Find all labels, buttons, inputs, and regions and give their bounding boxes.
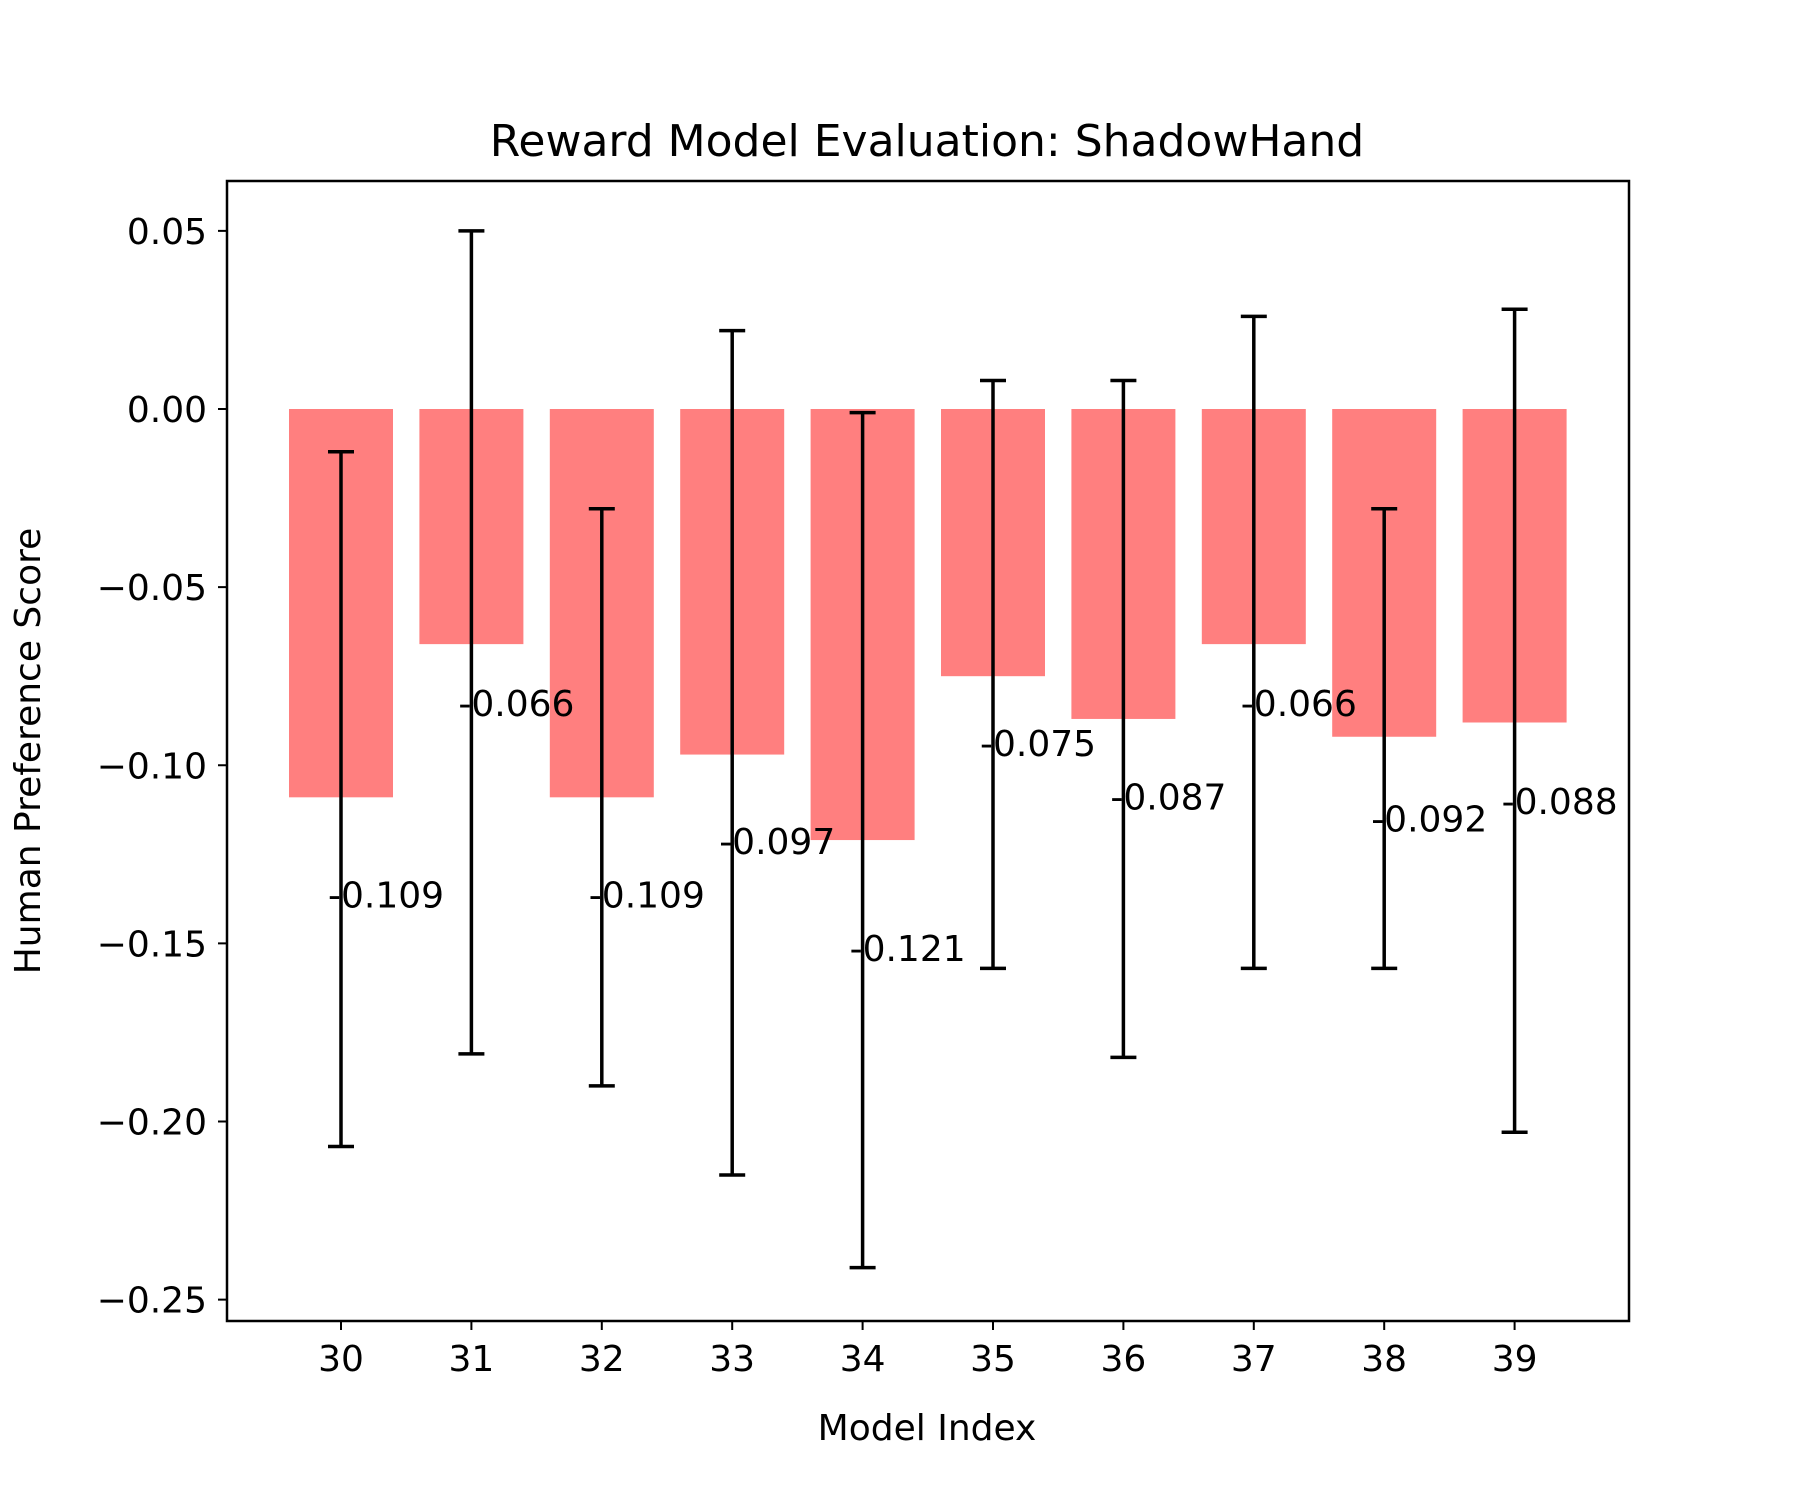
error-bars-layer — [328, 229, 1528, 1270]
error-bar-38 — [1371, 507, 1398, 971]
value-label-39: -0.088 — [1502, 782, 1618, 823]
x-tick-label-31: 31 — [448, 1339, 494, 1380]
error-bar-30 — [328, 450, 354, 1149]
x-tick-label-39: 39 — [1492, 1339, 1538, 1380]
x-tick-label-37: 37 — [1231, 1339, 1277, 1380]
y-axis-label: Human Preference Score — [8, 528, 49, 975]
x-tick-label-35: 35 — [970, 1339, 1016, 1380]
x-axis-label: Model Index — [818, 1408, 1037, 1449]
error-bar-36 — [1110, 378, 1137, 1060]
error-bar-34 — [849, 410, 876, 1270]
x-tick-label-32: 32 — [579, 1339, 625, 1380]
x-tick-label-33: 33 — [709, 1339, 755, 1380]
x-tick-label-38: 38 — [1361, 1339, 1407, 1380]
error-bar-31 — [458, 229, 485, 1056]
value-label-30: -0.109 — [328, 875, 444, 916]
value-label-38: -0.092 — [1371, 800, 1487, 841]
value-label-31: -0.066 — [458, 684, 574, 725]
value-labels-layer: -0.109 -0.066 -0.109 -0.097 -0.121 -0.075 -0.0… — [328, 684, 1618, 970]
y-tick-label: 0.00 — [127, 390, 207, 431]
y-axis: 0.05 0.00 −0.05 −0.10 −0.15 −0.20 −0.25 — [97, 212, 227, 1322]
value-label-34: -0.121 — [850, 929, 966, 970]
bars-layer — [289, 409, 1567, 841]
value-label-37: -0.066 — [1241, 684, 1357, 725]
y-tick-label: 0.05 — [127, 212, 207, 253]
error-bar-37 — [1240, 314, 1267, 971]
error-bar-32 — [588, 507, 615, 1088]
plot-frame — [225, 179, 1631, 1323]
error-bar-35 — [980, 378, 1006, 971]
error-bar-39 — [1501, 307, 1528, 1134]
value-label-36: -0.087 — [1110, 777, 1226, 818]
y-tick-label: −0.15 — [97, 924, 207, 965]
value-label-33: -0.097 — [719, 822, 835, 863]
y-tick-label: −0.05 — [97, 568, 207, 609]
value-label-35: -0.075 — [980, 724, 1096, 765]
x-tick-label-36: 36 — [1100, 1339, 1146, 1380]
chart-title: Reward Model Evaluation: ShadowHand — [490, 116, 1364, 167]
x-axis: 30 31 32 33 34 35 36 37 38 39 — [318, 1321, 1538, 1380]
value-label-32: -0.109 — [589, 875, 705, 916]
y-tick-label: −0.25 — [97, 1281, 207, 1322]
x-tick-label-30: 30 — [318, 1339, 364, 1380]
x-tick-label-34: 34 — [840, 1339, 886, 1380]
y-tick-label: −0.20 — [97, 1103, 207, 1144]
y-tick-label: −0.10 — [97, 746, 207, 787]
error-bar-33 — [719, 328, 746, 1177]
